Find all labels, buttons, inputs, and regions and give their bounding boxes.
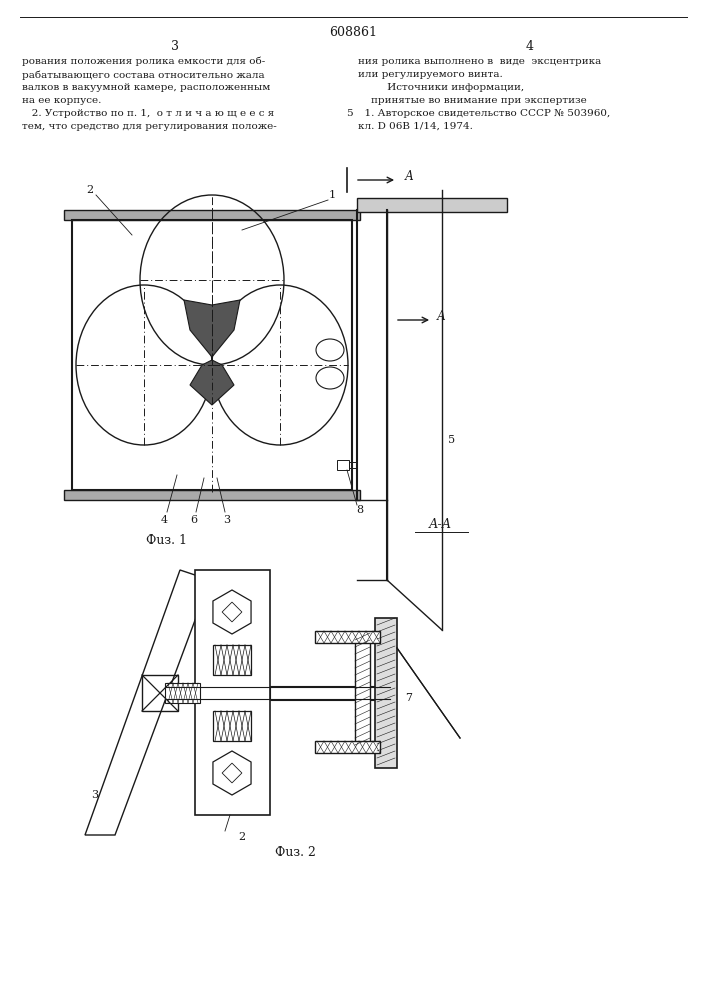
Text: валков в вакуумной камере, расположенным: валков в вакуумной камере, расположенным [22,83,270,92]
Text: или регулируемого винта.: или регулируемого винта. [358,70,503,79]
Bar [165,683,200,703]
Text: Фuз. 1: Фuз. 1 [146,534,187,546]
Text: на ее корпусе.: на ее корпусе. [22,96,101,105]
Bar [213,645,251,675]
Bar [375,618,397,768]
Bar [142,675,178,711]
Text: 608861: 608861 [329,26,377,39]
Bar [357,198,507,212]
Bar [213,711,251,741]
Bar [337,460,349,470]
Text: Источники информации,: Источники информации, [358,83,524,92]
Polygon shape [190,360,234,405]
Bar [315,631,380,643]
Text: 3: 3 [171,39,179,52]
Text: А: А [437,310,446,324]
Text: рабатывающего состава относительно жала: рабатывающего состава относительно жала [22,70,264,80]
Text: 3: 3 [223,515,230,525]
Polygon shape [184,300,240,357]
Bar [349,462,357,468]
Text: 5: 5 [448,435,455,445]
Text: ния ролика выполнено в  виде  эксцентрика: ния ролика выполнено в виде эксцентрика [358,57,601,66]
Bar [355,638,370,748]
Text: 7: 7 [405,693,412,703]
Text: 1: 1 [329,190,336,200]
Text: А-А: А-А [428,518,452,532]
Bar [64,490,360,500]
Text: 6: 6 [190,515,197,525]
Bar [64,210,360,220]
Text: 2: 2 [86,185,93,195]
Text: 3: 3 [91,790,98,800]
Text: принятые во внимание при экспертизе: принятые во внимание при экспертизе [358,96,587,105]
Bar [195,570,270,815]
Text: 2. Устройство по п. 1,  о т л и ч а ю щ е е с я: 2. Устройство по п. 1, о т л и ч а ю щ е… [22,109,274,118]
Bar [315,741,380,753]
Text: кл. D 06В 1/14, 1974.: кл. D 06В 1/14, 1974. [358,122,473,131]
Polygon shape [85,570,210,835]
Text: 4: 4 [160,515,168,525]
Text: рования положения ролика емкости для об-: рования положения ролика емкости для об- [22,57,265,66]
Text: А: А [405,170,414,184]
Text: 2: 2 [238,832,245,842]
Text: 1. Авторское свидетельство СССР № 503960,: 1. Авторское свидетельство СССР № 503960… [358,109,610,118]
Text: 4: 4 [526,39,534,52]
Text: 5: 5 [346,109,352,118]
Text: 8: 8 [356,505,363,515]
Text: тем, что средство для регулирования положе-: тем, что средство для регулирования поло… [22,122,276,131]
Text: Фuз. 2: Фuз. 2 [274,846,315,858]
Bar [270,686,380,700]
Bar [72,220,352,490]
